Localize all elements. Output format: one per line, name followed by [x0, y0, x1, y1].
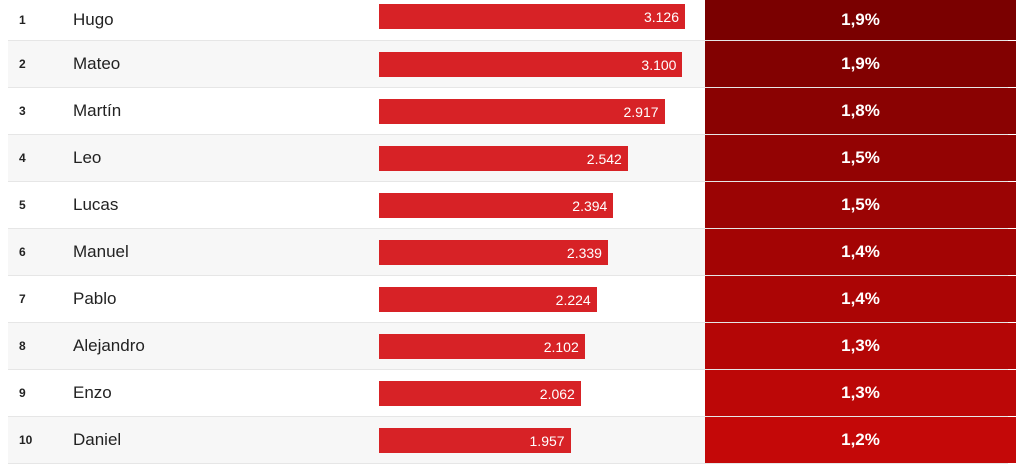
percent-label: 1,2%	[841, 430, 880, 449]
value-bar: 2.062	[379, 381, 581, 406]
name-label: Mateo	[73, 54, 121, 73]
value-bar: 2.542	[379, 146, 628, 171]
value-label: 3.100	[641, 56, 677, 73]
value-bar: 3.100	[379, 52, 683, 77]
value-label: 2.102	[543, 338, 579, 355]
percent-label: 1,5%	[841, 195, 880, 214]
value-label: 2.224	[555, 291, 591, 308]
value-label: 2.917	[623, 103, 659, 120]
rank-label: 1	[19, 13, 26, 27]
value-bar: 1.957	[379, 428, 571, 453]
rank-label: 7	[19, 292, 26, 306]
value-label: 2.542	[586, 150, 622, 167]
name-label: Alejandro	[73, 336, 145, 355]
rank-label: 2	[19, 57, 26, 71]
name-label: Enzo	[73, 383, 112, 402]
percent-cell: 1,9%	[705, 41, 1016, 87]
percent-cell: 1,5%	[705, 135, 1016, 181]
name-label: Daniel	[73, 430, 122, 449]
percent-label: 1,3%	[841, 383, 880, 402]
value-label: 3.126	[643, 8, 679, 25]
table-row: 1 Hugo 3.126 1,9%	[8, 0, 1016, 41]
percent-cell: 1,4%	[705, 229, 1016, 275]
name-label: Leo	[73, 148, 102, 167]
percent-label: 1,4%	[841, 242, 880, 261]
percent-label: 1,9%	[841, 54, 880, 73]
percent-label: 1,5%	[841, 148, 880, 167]
percent-cell: 1,3%	[705, 323, 1016, 369]
value-bar: 2.102	[379, 334, 585, 359]
value-bar: 2.224	[379, 287, 597, 312]
percent-label: 1,9%	[841, 10, 880, 29]
rank-label: 10	[19, 433, 33, 447]
value-label: 2.394	[572, 197, 608, 214]
table-row: 4 Leo 2.542 1,5%	[8, 135, 1016, 182]
percent-cell: 1,2%	[705, 417, 1016, 463]
name-label: Hugo	[73, 10, 114, 29]
name-label: Manuel	[73, 242, 129, 261]
table-row: 10 Daniel 1.957 1,2%	[8, 417, 1016, 464]
name-label: Pablo	[73, 289, 117, 308]
value-label: 2.062	[539, 385, 575, 402]
table-row: 5 Lucas 2.394 1,5%	[8, 182, 1016, 229]
percent-cell: 1,5%	[705, 182, 1016, 228]
rank-label: 3	[19, 104, 26, 118]
table-row: 3 Martín 2.917 1,8%	[8, 88, 1016, 135]
table-row: 7 Pablo 2.224 1,4%	[8, 276, 1016, 323]
value-bar: 2.917	[379, 99, 665, 124]
percent-label: 1,8%	[841, 101, 880, 120]
table-row: 9 Enzo 2.062 1,3%	[8, 370, 1016, 417]
name-label: Lucas	[73, 195, 119, 214]
value-bar: 2.339	[379, 240, 608, 265]
value-label: 2.339	[566, 244, 602, 261]
percent-label: 1,4%	[841, 289, 880, 308]
value-bar: 3.126	[379, 4, 685, 29]
name-label: Martín	[73, 101, 122, 120]
rank-label: 4	[19, 151, 26, 165]
value-bar: 2.394	[379, 193, 614, 218]
table-row: 8 Alejandro 2.102 1,3%	[8, 323, 1016, 370]
percent-label: 1,3%	[841, 336, 880, 355]
percent-cell: 1,8%	[705, 88, 1016, 134]
percent-cell: 1,3%	[705, 370, 1016, 416]
value-label: 1.957	[529, 432, 565, 449]
rank-label: 5	[19, 198, 26, 212]
rank-label: 9	[19, 386, 26, 400]
table-row: 2 Mateo 3.100 1,9%	[8, 41, 1016, 88]
rank-label: 6	[19, 245, 26, 259]
percent-cell: 1,9%	[705, 0, 1016, 40]
table-row: 6 Manuel 2.339 1,4%	[8, 229, 1016, 276]
rank-label: 8	[19, 339, 26, 353]
percent-cell: 1,4%	[705, 276, 1016, 322]
